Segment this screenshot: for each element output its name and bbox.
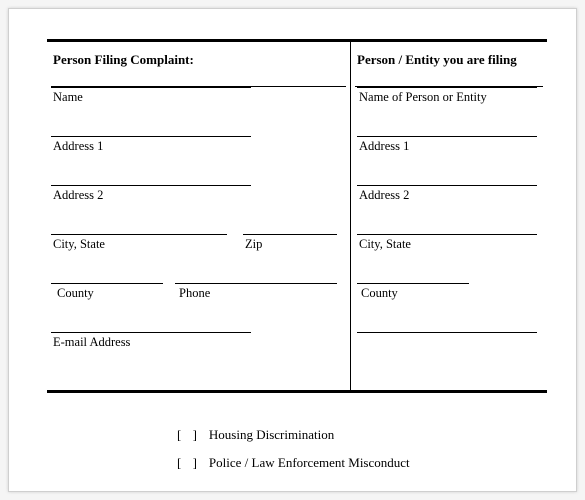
filer-zip-line xyxy=(243,234,337,235)
checkbox-police[interactable]: [ ] Police / Law Enforcement Misconduct xyxy=(177,455,410,471)
filer-address1-row[interactable]: Address 1 xyxy=(47,136,350,185)
filer-county-line xyxy=(51,283,163,284)
subject-county-label: County xyxy=(361,286,398,301)
subject-name-label: Name of Person or Entity xyxy=(359,90,487,105)
filer-citystate-label: City, State xyxy=(53,237,105,252)
checkbox-housing-label: Housing Discrimination xyxy=(209,427,334,443)
filer-citystate-line xyxy=(51,234,227,235)
complaint-type-checkboxes: [ ] Housing Discrimination [ ] Police / … xyxy=(177,427,410,483)
complaint-form: Person Filing Complaint: Name Address 1 … xyxy=(47,39,547,393)
subject-citystate-label: City, State xyxy=(359,237,411,252)
subject-blank-line xyxy=(357,332,537,333)
subject-county-row[interactable]: County xyxy=(351,283,547,332)
subject-citystate-row[interactable]: City, State xyxy=(351,234,547,283)
subject-county-line xyxy=(357,283,469,284)
subject-address2-line xyxy=(357,185,537,186)
filer-header: Person Filing Complaint: xyxy=(47,42,350,86)
filer-address1-line xyxy=(51,136,251,137)
filer-county-phone-row[interactable]: County Phone xyxy=(47,283,350,332)
checkbox-housing[interactable]: [ ] Housing Discrimination xyxy=(177,427,410,443)
checkbox-bracket-icon: [ ] xyxy=(177,455,201,471)
subject-header: Person / Entity you are filing xyxy=(351,42,547,86)
filer-county-label: County xyxy=(57,286,94,301)
checkbox-bracket-icon: [ ] xyxy=(177,427,201,443)
document-sheet: Person Filing Complaint: Name Address 1 … xyxy=(8,8,577,492)
subject-address2-label: Address 2 xyxy=(359,188,409,203)
filer-column: Person Filing Complaint: Name Address 1 … xyxy=(47,42,351,390)
subject-name-line xyxy=(357,87,537,88)
filer-email-line xyxy=(51,332,251,333)
form-columns: Person Filing Complaint: Name Address 1 … xyxy=(47,42,547,390)
filer-zip-label: Zip xyxy=(245,237,262,252)
subject-name-row[interactable]: Name of Person or Entity xyxy=(351,87,547,136)
filer-address1-label: Address 1 xyxy=(53,139,103,154)
filer-address2-line xyxy=(51,185,251,186)
filer-citystate-zip-row[interactable]: City, State Zip xyxy=(47,234,350,283)
filer-email-label: E-mail Address xyxy=(53,335,130,350)
filer-phone-line xyxy=(175,283,337,284)
subject-address1-row[interactable]: Address 1 xyxy=(351,136,547,185)
filer-name-label: Name xyxy=(53,90,83,105)
checkbox-police-label: Police / Law Enforcement Misconduct xyxy=(209,455,410,471)
filer-name-line xyxy=(51,87,251,88)
filer-phone-label: Phone xyxy=(179,286,210,301)
subject-address1-line xyxy=(357,136,537,137)
filer-address2-label: Address 2 xyxy=(53,188,103,203)
filer-name-row[interactable]: Name xyxy=(47,87,350,136)
subject-address2-row[interactable]: Address 2 xyxy=(351,185,547,234)
subject-address1-label: Address 1 xyxy=(359,139,409,154)
subject-citystate-line xyxy=(357,234,537,235)
subject-column: Person / Entity you are filing Name of P… xyxy=(351,42,547,390)
subject-blank-row xyxy=(351,332,547,381)
filer-email-row[interactable]: E-mail Address xyxy=(47,332,350,381)
filer-address2-row[interactable]: Address 2 xyxy=(47,185,350,234)
